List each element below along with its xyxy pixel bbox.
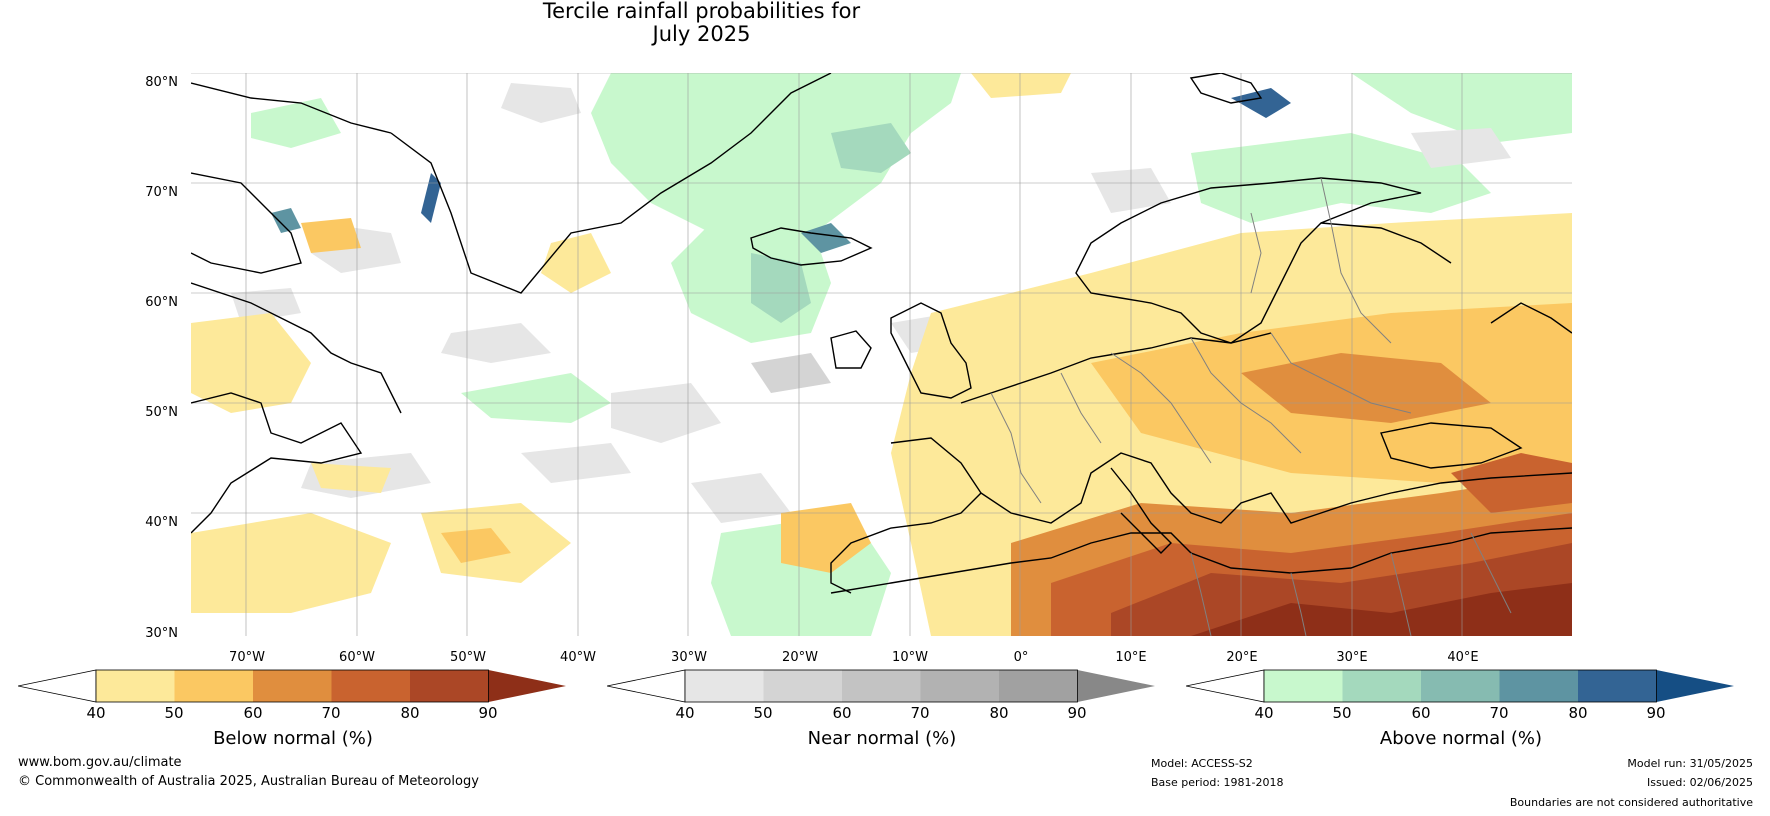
colorbar-below-tick: 40 xyxy=(86,704,106,722)
map-title-line1: Tercile rainfall probabilities for xyxy=(542,0,861,23)
colorbar-below-band-5 xyxy=(410,670,489,702)
lat-label-40n: 40°N xyxy=(145,515,178,530)
colorbar-near-band-5 xyxy=(999,670,1078,702)
lat-label-60n: 60°N xyxy=(145,295,178,310)
colorbar-below-tick: 90 xyxy=(478,704,498,722)
graticule xyxy=(191,73,1572,636)
colorbar-above-tick: 40 xyxy=(1254,704,1274,722)
colorbar-near-band-2 xyxy=(763,670,842,702)
lat-label-30n: 30°N xyxy=(145,626,178,641)
colorbar-below-tick: 60 xyxy=(243,704,263,722)
colorbar-below-arrow-low xyxy=(18,669,97,703)
colorbar-near-normal xyxy=(607,669,1155,703)
colorbar-above-normal xyxy=(1186,669,1734,703)
lon-label-30w: 30°W xyxy=(671,650,707,665)
colorbar-above-tick: 90 xyxy=(1646,704,1666,722)
colorbar-above-arrow-high xyxy=(1656,670,1734,702)
colorbar-near-band-3 xyxy=(842,670,921,702)
colorbar-below-band-2 xyxy=(174,670,253,702)
footer-issued: Issued: 02/06/2025 xyxy=(1646,776,1753,789)
colorbar-near-tick: 80 xyxy=(989,704,1009,722)
colorbar-below-title: Below normal (%) xyxy=(213,728,373,749)
above-normal-shading xyxy=(251,73,1572,636)
lon-label-20w: 20°W xyxy=(782,650,818,665)
colorbar-above-arrow-low xyxy=(1186,669,1265,703)
lon-label-20e: 20°E xyxy=(1226,650,1258,665)
colorbar-below-band-1 xyxy=(96,670,175,702)
lon-label-10w: 10°W xyxy=(892,650,928,665)
colorbar-above-band-5 xyxy=(1578,670,1657,702)
colorbar-above-tick: 50 xyxy=(1332,704,1352,722)
lon-label-50w: 50°W xyxy=(450,650,486,665)
rainfall-probability-map xyxy=(191,73,1572,636)
footer-website: www.bom.gov.au/climate xyxy=(18,755,182,770)
colorbar-above-band-3 xyxy=(1421,670,1500,702)
colorbar-near-title: Near normal (%) xyxy=(807,728,957,749)
footer-model-run: Model run: 31/05/2025 xyxy=(1627,757,1753,770)
colorbar-near-tick: 40 xyxy=(675,704,695,722)
lon-label-10e: 10°E xyxy=(1115,650,1147,665)
coastlines xyxy=(191,73,1572,594)
lon-label-70w: 70°W xyxy=(229,650,265,665)
lon-label-30e: 30°E xyxy=(1336,650,1368,665)
colorbar-near-tick: 70 xyxy=(910,704,930,722)
colorbar-near-tick: 90 xyxy=(1067,704,1087,722)
colorbar-near-band-1 xyxy=(685,670,764,702)
colorbar-near-band-4 xyxy=(920,670,999,702)
lon-label-40w: 40°W xyxy=(560,650,596,665)
footer-copyright: © Commonwealth of Australia 2025, Austra… xyxy=(18,774,479,789)
footer-model: Model: ACCESS-S2 xyxy=(1151,757,1253,770)
lat-label-80n: 80°N xyxy=(145,75,178,90)
lon-label-0: 0° xyxy=(1013,650,1029,665)
map-title-line2: July 2025 xyxy=(652,22,751,46)
colorbar-near-tick: 50 xyxy=(753,704,773,722)
colorbar-near-arrow-high xyxy=(1077,670,1155,702)
map-title: Tercile rainfall probabilities for July … xyxy=(0,0,1403,46)
colorbar-above-title: Above normal (%) xyxy=(1379,728,1543,749)
below-normal-shading xyxy=(191,73,1572,636)
footer-base-period: Base period: 1981-2018 xyxy=(1151,776,1284,789)
colorbar-above-tick: 80 xyxy=(1568,704,1588,722)
lat-label-50n: 50°N xyxy=(145,405,178,420)
colorbar-below-band-3 xyxy=(253,670,332,702)
colorbar-above-band-2 xyxy=(1342,670,1421,702)
colorbar-below-tick: 50 xyxy=(164,704,184,722)
colorbar-above-tick: 60 xyxy=(1411,704,1431,722)
map-canvas xyxy=(191,73,1572,636)
colorbar-above-band-4 xyxy=(1499,670,1578,702)
lon-label-60w: 60°W xyxy=(339,650,375,665)
footer-disclaimer: Boundaries are not considered authoritat… xyxy=(1509,796,1753,809)
lon-label-40e: 40°E xyxy=(1447,650,1479,665)
colorbar-above-band-1 xyxy=(1264,670,1343,702)
colorbar-near-tick: 60 xyxy=(832,704,852,722)
colorbar-below-tick: 70 xyxy=(321,704,341,722)
colorbar-near-arrow-low xyxy=(607,669,686,703)
colorbar-below-normal xyxy=(18,669,566,703)
colorbar-below-arrow-high xyxy=(488,670,566,702)
country-borders xyxy=(990,177,1512,636)
lat-label-70n: 70°N xyxy=(145,185,178,200)
colorbar-below-band-4 xyxy=(331,670,410,702)
colorbar-below-tick: 80 xyxy=(400,704,420,722)
colorbar-above-tick: 70 xyxy=(1489,704,1509,722)
